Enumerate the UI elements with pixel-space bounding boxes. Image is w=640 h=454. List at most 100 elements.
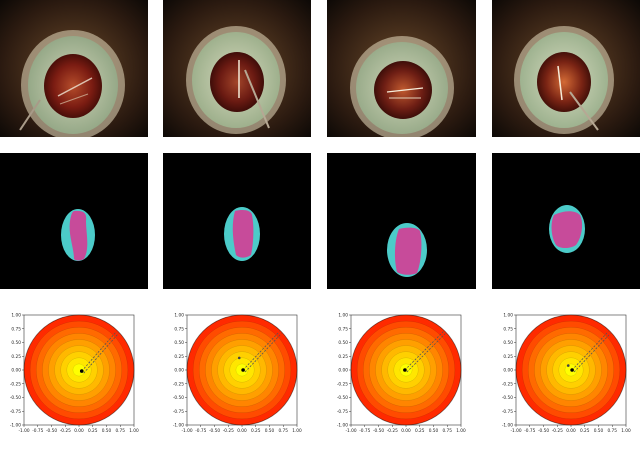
surgical-frame-2 xyxy=(163,0,311,137)
dashed-ray xyxy=(81,331,117,372)
x-tick-label: -0.75 xyxy=(359,428,370,434)
segmentation-mask-2 xyxy=(163,153,311,289)
data-point xyxy=(79,369,84,373)
x-tick-label: 0.00 xyxy=(237,428,247,434)
surgical-frame-3 xyxy=(327,0,476,137)
inner-region xyxy=(551,211,583,248)
y-tick-label: 0.25 xyxy=(11,354,21,360)
data-point xyxy=(570,368,574,372)
x-tick-label: 0.25 xyxy=(88,428,98,434)
x-tick-label: 0.75 xyxy=(607,428,617,434)
dashed-ray xyxy=(242,331,280,371)
eye-photo-4 xyxy=(492,0,640,137)
segmentation-shape-4 xyxy=(492,153,640,289)
y-tick-label: -0.50 xyxy=(10,395,21,401)
x-tick-label: -0.75 xyxy=(524,428,535,434)
y-tick-label: 0.75 xyxy=(174,326,184,332)
y-tick-label: 0.00 xyxy=(503,368,513,374)
x-tick-label: 0.25 xyxy=(415,428,425,434)
x-tick-label: -0.25 xyxy=(387,428,398,434)
x-tick-label: -0.25 xyxy=(223,428,234,434)
y-tick-label: 1.00 xyxy=(11,313,21,319)
y-tick-label: 0.00 xyxy=(174,368,184,374)
x-tick-label: 0.00 xyxy=(566,428,576,434)
x-tick-label: -1.00 xyxy=(18,428,29,434)
x-tick-label: -0.25 xyxy=(60,428,71,434)
polar-plot-3: 1.00 0.75 0.50 0.25 0.00 -0.25 -0.50 -0.75 -1.00… xyxy=(327,305,476,450)
inner-region xyxy=(394,227,422,275)
data-point xyxy=(403,368,407,372)
polar-plot-1: 1.00 0.75 0.50 0.25 0.00 -0.25 -0.50 -0.75 -1.00… xyxy=(0,305,148,450)
x-tick-label: -0.50 xyxy=(46,428,57,434)
x-tick-label: 0.75 xyxy=(442,428,452,434)
segmentation-shape-1 xyxy=(0,153,148,289)
y-tick-label: 0.25 xyxy=(338,354,348,360)
x-tick-label: 0.75 xyxy=(115,428,125,434)
y-tick-label: -0.25 xyxy=(502,381,513,387)
plot-canvas-3: 1.000.750.500.250.00-0.25-0.50-0.75-1.00… xyxy=(337,313,466,434)
y-tick-label: -0.50 xyxy=(337,395,348,401)
y-tick-label: 1.00 xyxy=(503,313,513,319)
y-tick-label: 0.50 xyxy=(503,340,513,346)
y-tick-label: -0.25 xyxy=(173,381,184,387)
dashed-ray xyxy=(244,333,282,373)
eye-photo-3 xyxy=(327,0,476,137)
x-tick-label: 0.25 xyxy=(580,428,590,434)
inner-region xyxy=(69,210,88,261)
y-tick-label: -0.75 xyxy=(337,409,348,415)
plot-canvas-4: 1.000.750.500.250.00-0.25-0.50-0.75-1.00… xyxy=(502,313,631,434)
y-tick-label: -0.75 xyxy=(173,409,184,415)
x-tick-label: 0.75 xyxy=(278,428,288,434)
plot-canvas-1: 1.000.750.500.250.00-0.25-0.50-0.75-1.00… xyxy=(10,313,139,434)
inner-region xyxy=(232,210,254,258)
dashed-ray xyxy=(571,331,609,371)
x-tick-label: -0.75 xyxy=(195,428,206,434)
dashed-ray xyxy=(83,333,119,374)
data-point xyxy=(241,368,245,372)
eye-photo-1 xyxy=(0,0,148,137)
y-tick-label: 1.00 xyxy=(338,313,348,319)
y-tick-label: -1.00 xyxy=(502,423,513,429)
x-tick-label: -0.50 xyxy=(373,428,384,434)
surgical-frame-4 xyxy=(492,0,640,137)
x-tick-label: 0.25 xyxy=(251,428,261,434)
heat-ring xyxy=(72,363,86,377)
x-tick-label: 0.50 xyxy=(594,428,604,434)
x-tick-label: -1.00 xyxy=(510,428,521,434)
data-point xyxy=(566,364,570,367)
segmentation-mask-3 xyxy=(327,153,476,289)
plot-canvas-2: 1.000.750.500.250.00-0.25-0.50-0.75-1.00… xyxy=(173,313,302,434)
x-tick-label: 0.00 xyxy=(74,428,84,434)
x-tick-label: 1.00 xyxy=(621,428,631,434)
segmentation-mask-1 xyxy=(0,153,148,289)
y-tick-label: -0.25 xyxy=(10,381,21,387)
segmentation-shape-2 xyxy=(163,153,311,289)
y-tick-label: 0.25 xyxy=(503,354,513,360)
y-tick-label: 0.50 xyxy=(11,340,21,346)
y-tick-label: 0.50 xyxy=(338,340,348,346)
polar-plot-4: 1.00 0.75 0.50 0.25 0.00 -0.25 -0.50 -0.75 -1.00… xyxy=(492,305,640,450)
polar-plot-2: 1.00 0.75 0.50 0.25 0.00 -0.25 -0.50 -0.75 -1.00… xyxy=(163,305,311,450)
x-tick-label: -0.25 xyxy=(552,428,563,434)
y-tick-label: 0.00 xyxy=(338,368,348,374)
y-tick-label: 0.75 xyxy=(338,326,348,332)
y-tick-label: 0.25 xyxy=(174,354,184,360)
y-tick-label: 1.00 xyxy=(174,313,184,319)
eye-photo-2 xyxy=(163,0,311,137)
surgical-frame-1 xyxy=(0,0,148,137)
x-tick-label: -1.00 xyxy=(181,428,192,434)
segmentation-shape-3 xyxy=(327,153,476,289)
y-tick-label: 0.75 xyxy=(503,326,513,332)
y-tick-label: 0.50 xyxy=(174,340,184,346)
y-tick-label: -1.00 xyxy=(173,423,184,429)
y-tick-label: -0.75 xyxy=(10,409,21,415)
y-tick-label: -1.00 xyxy=(10,423,21,429)
data-point xyxy=(237,356,241,360)
y-tick-label: -0.75 xyxy=(502,409,513,415)
x-tick-label: 1.00 xyxy=(129,428,139,434)
x-tick-label: 0.50 xyxy=(429,428,439,434)
dashed-ray xyxy=(573,333,611,373)
segmentation-mask-4 xyxy=(492,153,640,289)
y-tick-label: 0.75 xyxy=(11,326,21,332)
x-tick-label: -1.00 xyxy=(345,428,356,434)
